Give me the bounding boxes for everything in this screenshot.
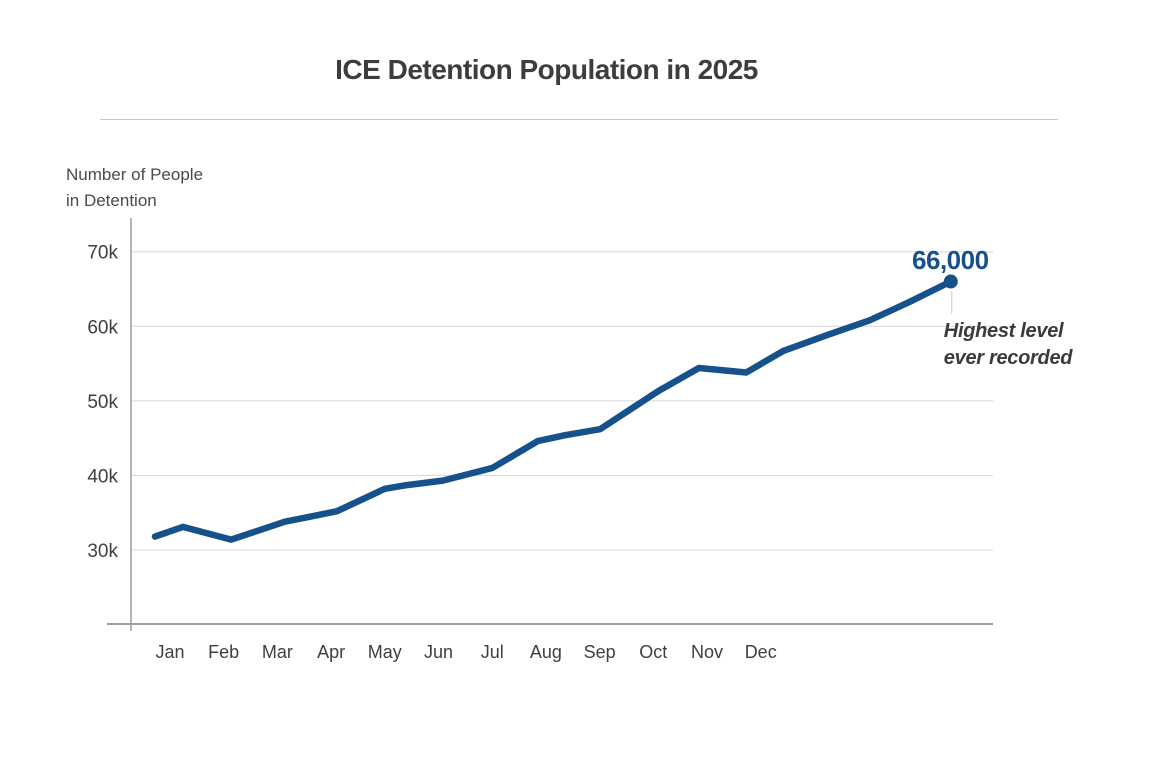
endpoint-dot bbox=[943, 274, 958, 289]
endpoint-annotation-line2: ever recorded bbox=[943, 346, 1073, 369]
x-tick-jun: Jun bbox=[424, 642, 453, 662]
title-divider bbox=[100, 119, 1058, 120]
y-tick-40k: 40k bbox=[87, 466, 118, 487]
gridlines bbox=[131, 251, 993, 551]
x-tick-dec: Dec bbox=[745, 642, 777, 662]
x-tick-jan: Jan bbox=[155, 642, 184, 662]
x-tick-may: May bbox=[368, 642, 402, 662]
y-tick-50k: 50k bbox=[87, 392, 118, 413]
x-tick-sep: Sep bbox=[584, 642, 616, 662]
y-axis-label-line1: Number of People bbox=[66, 165, 204, 184]
x-tick-labels: Jan Feb Mar Apr May Jun Jul Aug Sep Oct Nov Dec bbox=[155, 642, 776, 662]
endpoint-annotation-line1: Highest level bbox=[943, 319, 1064, 342]
chart-title: ICE Detention Population in 2025 bbox=[335, 54, 758, 85]
x-tick-apr: Apr bbox=[317, 642, 345, 662]
x-tick-nov: Nov bbox=[691, 642, 723, 662]
endpoint-value-label: 66,000 bbox=[912, 244, 989, 275]
x-tick-jul: Jul bbox=[481, 642, 504, 662]
y-tick-60k: 60k bbox=[87, 317, 118, 338]
y-tick-labels: 70k 60k 50k 40k 30k bbox=[87, 243, 118, 562]
x-tick-mar: Mar bbox=[262, 642, 293, 662]
endpoint-annotation: Highest level ever recorded bbox=[943, 318, 1073, 372]
y-axis-label-line2: in Detention bbox=[66, 191, 157, 210]
y-tick-30k: 30k bbox=[87, 541, 118, 562]
x-tick-oct: Oct bbox=[639, 642, 667, 662]
series-group bbox=[151, 274, 958, 543]
y-axis-label: Number of People in Detention bbox=[66, 162, 203, 214]
x-tick-aug: Aug bbox=[530, 642, 562, 662]
y-tick-70k: 70k bbox=[87, 243, 118, 264]
detention-line bbox=[151, 278, 955, 543]
x-tick-feb: Feb bbox=[208, 642, 239, 662]
